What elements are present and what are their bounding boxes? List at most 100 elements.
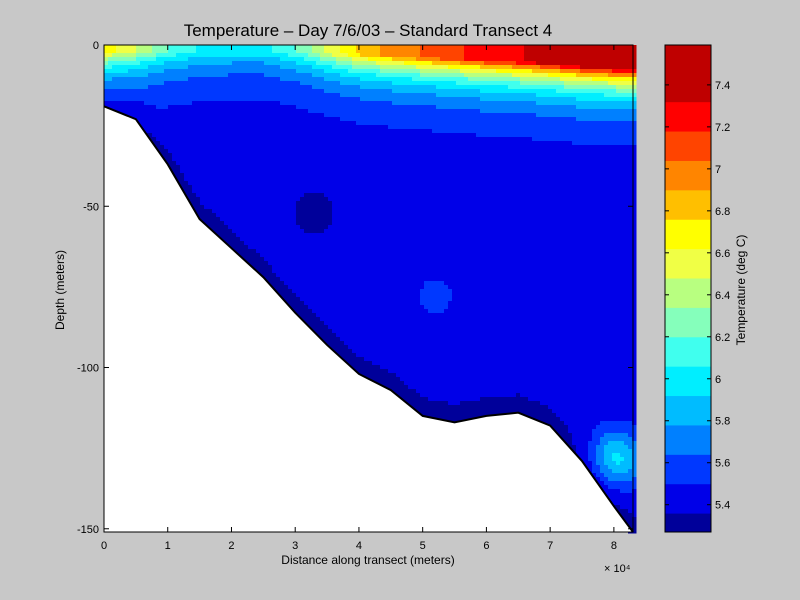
contour-cell bbox=[328, 157, 333, 162]
contour-cell bbox=[264, 49, 269, 54]
contour-cell bbox=[192, 105, 197, 110]
contour-cell bbox=[428, 309, 433, 314]
contour-cell bbox=[292, 53, 297, 58]
contour-cell bbox=[420, 309, 425, 314]
contour-cell bbox=[316, 221, 321, 226]
contour-cell bbox=[392, 145, 397, 150]
contour-cell bbox=[248, 81, 253, 86]
contour-cell bbox=[256, 241, 261, 246]
contour-cell bbox=[344, 189, 349, 194]
contour-cell bbox=[420, 285, 425, 290]
contour-cell bbox=[232, 221, 237, 226]
contour-cell bbox=[356, 309, 361, 314]
contour-cell bbox=[312, 281, 317, 286]
contour-cell bbox=[432, 125, 437, 130]
contour-cell bbox=[328, 225, 333, 230]
contour-cell bbox=[140, 65, 145, 70]
contour-cell bbox=[268, 245, 273, 250]
contour-cell bbox=[396, 337, 401, 342]
contour-cell bbox=[308, 133, 313, 138]
contour-cell bbox=[248, 141, 253, 146]
contour-cell bbox=[424, 233, 429, 238]
contour-cell bbox=[312, 65, 317, 70]
contour-cell bbox=[136, 85, 141, 90]
contour-cell bbox=[200, 53, 205, 58]
contour-cell bbox=[268, 257, 273, 262]
contour-cell bbox=[340, 49, 345, 54]
contour-cell bbox=[316, 233, 321, 238]
contour-cell bbox=[412, 385, 417, 390]
contour-cell bbox=[368, 85, 373, 90]
contour-cell bbox=[340, 137, 345, 142]
contour-cell bbox=[324, 69, 329, 74]
contour-cell bbox=[216, 213, 221, 218]
contour-cell bbox=[152, 121, 157, 126]
contour-cell bbox=[392, 77, 397, 82]
contour-cell bbox=[296, 141, 301, 146]
contour-cell bbox=[216, 93, 221, 98]
contour-cell bbox=[416, 101, 421, 106]
contour-cell bbox=[336, 209, 341, 214]
contour-cell bbox=[320, 193, 325, 198]
contour-cell bbox=[420, 325, 425, 330]
contour-cell bbox=[364, 341, 369, 346]
contour-cell bbox=[384, 109, 389, 114]
contour-cell bbox=[276, 269, 281, 274]
contour-cell bbox=[140, 105, 145, 110]
contour-cell bbox=[372, 293, 377, 298]
contour-cell bbox=[420, 217, 425, 222]
contour-cell bbox=[420, 77, 425, 82]
contour-cell bbox=[248, 101, 253, 106]
contour-cell bbox=[112, 45, 117, 50]
contour-cell bbox=[404, 101, 409, 106]
contour-cell bbox=[112, 65, 117, 70]
contour-cell bbox=[428, 53, 433, 58]
contour-cell bbox=[148, 53, 153, 58]
contour-cell bbox=[212, 53, 217, 58]
contour-cell bbox=[148, 61, 153, 66]
contour-cell bbox=[428, 77, 433, 82]
contour-cell bbox=[264, 169, 269, 174]
contour-cell bbox=[340, 113, 345, 118]
contour-cell bbox=[432, 65, 437, 70]
contour-cell bbox=[396, 377, 401, 382]
contour-cell bbox=[368, 361, 373, 366]
contour-cell bbox=[352, 101, 357, 106]
contour-cell bbox=[416, 89, 421, 94]
contour-cell bbox=[208, 205, 213, 210]
contour-cell bbox=[420, 117, 425, 122]
contour-cell bbox=[168, 53, 173, 58]
contour-cell bbox=[352, 145, 357, 150]
contour-cell bbox=[408, 217, 413, 222]
contour-cell bbox=[220, 101, 225, 106]
contour-cell bbox=[220, 209, 225, 214]
contour-cell bbox=[272, 249, 277, 254]
contour-cell bbox=[392, 237, 397, 242]
contour-cell bbox=[300, 189, 305, 194]
contour-cell bbox=[364, 269, 369, 274]
contour-cell bbox=[208, 93, 213, 98]
contour-cell bbox=[400, 129, 405, 134]
contour-cell bbox=[348, 153, 353, 158]
contour-cell bbox=[256, 113, 261, 118]
contour-cell bbox=[188, 165, 193, 170]
contour-cell bbox=[340, 193, 345, 198]
contour-cell bbox=[360, 185, 365, 190]
contour-cell bbox=[324, 125, 329, 130]
contour-cell bbox=[348, 125, 353, 130]
contour-cell bbox=[264, 81, 269, 86]
contour-cell bbox=[392, 361, 397, 366]
contour-cell bbox=[248, 217, 253, 222]
contour-cell bbox=[220, 81, 225, 86]
contour-cell bbox=[236, 113, 241, 118]
contour-cell bbox=[388, 273, 393, 278]
contour-cell bbox=[404, 253, 409, 258]
contour-cell bbox=[296, 61, 301, 66]
contour-cell bbox=[204, 93, 209, 98]
contour-cell bbox=[268, 65, 273, 70]
contour-cell bbox=[336, 297, 341, 302]
contour-cell bbox=[180, 89, 185, 94]
contour-cell bbox=[380, 109, 385, 114]
contour-cell bbox=[296, 237, 301, 242]
contour-cell bbox=[336, 265, 341, 270]
